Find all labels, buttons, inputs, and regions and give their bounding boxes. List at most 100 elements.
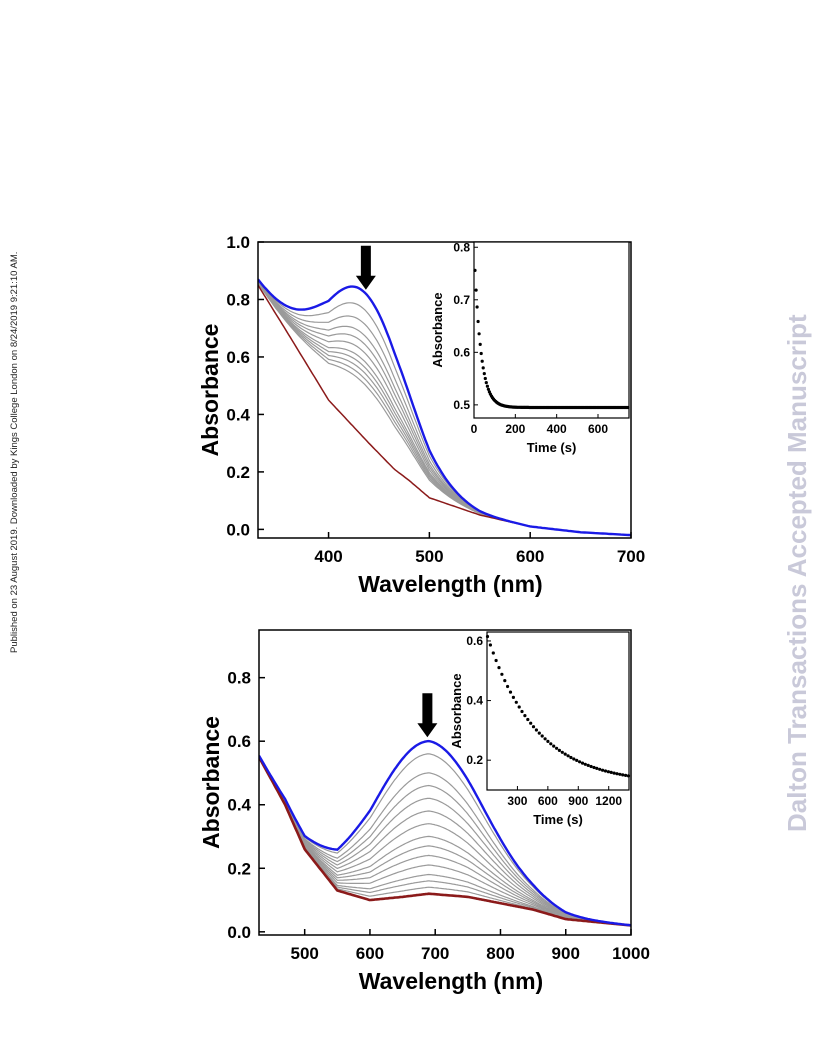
inset-x-axis-label: Time (s) bbox=[527, 440, 577, 455]
inset-x-axis-label: Time (s) bbox=[533, 812, 583, 827]
inset-point bbox=[511, 695, 515, 700]
inset-point bbox=[491, 651, 495, 655]
y-tick-label: 0.6 bbox=[227, 732, 251, 751]
inset-point bbox=[485, 634, 490, 639]
inset-point bbox=[598, 767, 602, 771]
inset-x-tick-label: 600 bbox=[588, 422, 608, 436]
inset-point bbox=[531, 725, 536, 729]
inset-point bbox=[603, 769, 608, 773]
inset-y-tick-label: 0.6 bbox=[453, 345, 470, 359]
inset-point bbox=[517, 705, 521, 709]
x-tick-label: 500 bbox=[290, 944, 318, 963]
inset-x-tick-label: 900 bbox=[568, 794, 588, 808]
inset-x-tick-label: 300 bbox=[507, 794, 527, 808]
spectra-group bbox=[259, 739, 631, 927]
inset-point bbox=[482, 372, 486, 376]
inset-point bbox=[485, 384, 489, 388]
inset-point bbox=[612, 771, 616, 775]
inset-point bbox=[500, 672, 504, 676]
inset-point bbox=[589, 764, 593, 769]
inset-point bbox=[484, 381, 488, 385]
inset-point bbox=[557, 748, 562, 753]
x-tick-label: 700 bbox=[421, 944, 449, 963]
y-tick-label: 1.0 bbox=[226, 233, 250, 252]
inset-point bbox=[592, 765, 596, 770]
y-axis-label: Absorbance bbox=[198, 716, 224, 849]
x-tick-label: 900 bbox=[552, 944, 580, 963]
spectrum-initial bbox=[258, 278, 631, 537]
inset-point bbox=[486, 387, 490, 391]
spectra-group bbox=[258, 278, 631, 537]
publication-note-text: Published on 23 August 2019. Downloaded … bbox=[9, 252, 20, 653]
inset-point bbox=[606, 770, 611, 774]
inset-y-axis-label: Absorbance bbox=[430, 292, 445, 367]
y-tick-label: 0.4 bbox=[227, 796, 251, 815]
y-tick-label: 0.8 bbox=[227, 669, 251, 688]
x-tick-label: 1000 bbox=[612, 944, 650, 963]
watermark-text: Dalton Transactions Accepted Manuscript bbox=[782, 314, 812, 832]
plot-frame bbox=[258, 629, 632, 936]
inset-y-tick-label: 0.6 bbox=[466, 634, 483, 648]
inset-point bbox=[555, 746, 559, 750]
inset-x-tick-label: 600 bbox=[538, 794, 558, 808]
inset-x-tick-label: 0 bbox=[471, 422, 478, 436]
inset-point bbox=[540, 734, 544, 738]
inset-point bbox=[529, 721, 533, 725]
inset-x-tick-label: 1200 bbox=[595, 794, 622, 808]
inset-point bbox=[475, 305, 479, 309]
plot-frame bbox=[257, 241, 632, 539]
inset-point bbox=[595, 766, 599, 771]
x-tick-label: 600 bbox=[516, 547, 544, 566]
inset-x-tick-label: 400 bbox=[547, 422, 567, 436]
y-tick-label: 0.2 bbox=[227, 859, 251, 878]
inset-point bbox=[478, 342, 482, 346]
y-tick-label: 0.6 bbox=[226, 348, 250, 367]
x-tick-label: 700 bbox=[617, 547, 645, 566]
inset-point bbox=[488, 643, 492, 647]
inset-y-tick-label: 0.2 bbox=[466, 753, 483, 767]
inset-frame bbox=[486, 631, 630, 791]
inset-point bbox=[481, 366, 485, 370]
inset-point bbox=[626, 405, 630, 410]
inset-y-axis-label: Absorbance bbox=[449, 673, 464, 748]
inset-point bbox=[580, 761, 585, 765]
inset-point bbox=[569, 755, 573, 760]
y-tick-label: 0.0 bbox=[227, 923, 251, 942]
spectrum-final bbox=[259, 756, 631, 927]
inset-frame bbox=[473, 241, 630, 419]
inset-point bbox=[578, 760, 582, 764]
inset-point bbox=[479, 351, 483, 356]
inset-point bbox=[621, 773, 625, 777]
inset-point bbox=[523, 714, 527, 718]
inset-point bbox=[615, 772, 619, 776]
inset-point bbox=[503, 679, 507, 683]
inset-y-tick-label: 0.5 bbox=[453, 398, 470, 412]
inset-point bbox=[508, 690, 513, 694]
inset-point bbox=[506, 684, 510, 689]
inset-point bbox=[560, 750, 564, 754]
inset-point bbox=[497, 666, 501, 670]
decay-arrow bbox=[417, 693, 438, 738]
inset-point bbox=[483, 376, 487, 381]
inset-point bbox=[566, 754, 570, 758]
x-axis-label: Wavelength (nm) bbox=[358, 571, 542, 597]
inset-y-tick-label: 0.7 bbox=[453, 293, 470, 307]
inset-point bbox=[477, 332, 481, 336]
inset-y-tick-label: 0.8 bbox=[453, 240, 470, 254]
inset-point bbox=[583, 762, 587, 766]
x-axis-label: Wavelength (nm) bbox=[359, 968, 543, 994]
inset-point bbox=[552, 744, 556, 748]
inset-point bbox=[473, 268, 477, 272]
inset-point bbox=[543, 737, 547, 741]
inset-point bbox=[549, 742, 553, 746]
inset-point bbox=[609, 770, 613, 775]
inset-point bbox=[586, 763, 590, 768]
y-tick-label: 0.0 bbox=[226, 520, 250, 539]
inset-point bbox=[618, 772, 622, 776]
inset-point bbox=[514, 700, 518, 704]
publication-note: Published on 23 August 2019. Downloaded … bbox=[4, 226, 22, 656]
inset-point bbox=[526, 717, 530, 722]
inset-point bbox=[601, 768, 605, 772]
